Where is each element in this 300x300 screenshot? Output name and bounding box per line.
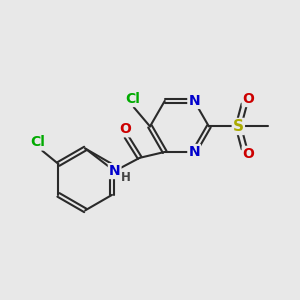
Text: O: O — [243, 147, 255, 161]
Text: N: N — [109, 164, 121, 178]
Text: O: O — [119, 122, 131, 136]
Text: O: O — [243, 92, 255, 106]
Text: N: N — [188, 145, 200, 159]
Text: S: S — [233, 119, 244, 134]
Text: N: N — [188, 94, 200, 108]
Text: Cl: Cl — [30, 136, 45, 149]
Text: Cl: Cl — [125, 92, 140, 106]
Text: H: H — [121, 171, 131, 184]
